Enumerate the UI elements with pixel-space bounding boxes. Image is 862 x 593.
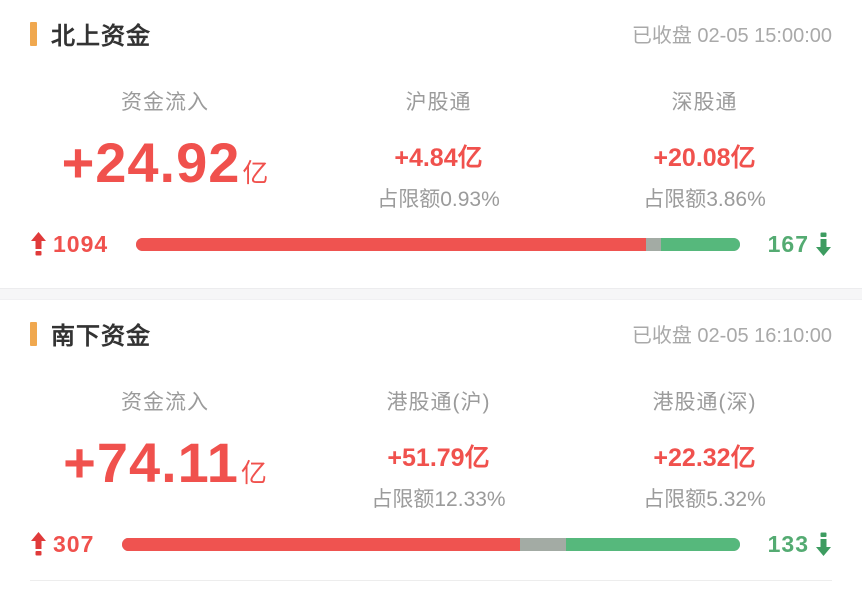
southbound-funds-card[interactable]: 南下资金 已收盘 02-05 16:10:00 资金流入 +74.11 亿 港股… <box>0 300 862 593</box>
advance-decline-bar <box>136 237 740 251</box>
bar-segment-up <box>122 537 520 551</box>
down-arrow-icon <box>815 232 832 256</box>
stats-row: 资金流入 +74.11 亿 港股通(沪) +51.79亿 占限额12.33% 港… <box>30 386 832 511</box>
channel-label: 港股通(深) <box>652 391 757 414</box>
section-header: 南下资金 已收盘 02-05 16:10:00 <box>30 300 832 350</box>
advance-decline-bar-row: 1094 167 <box>30 230 832 258</box>
sz-connect-column: 深股通 +20.08亿 占限额3.86% <box>577 86 832 211</box>
channel-value: +4.84亿 <box>394 144 483 172</box>
stats-row: 资金流入 +24.92 亿 沪股通 +4.84亿 占限额0.93% 深股通 +2… <box>30 86 832 211</box>
advancers-count: 307 <box>53 530 95 557</box>
accent-bar-icon <box>30 321 37 346</box>
accent-bar-icon <box>30 21 37 46</box>
net-inflow-label: 资金流入 <box>121 91 209 114</box>
section-header: 北上资金 已收盘 02-05 15:00:00 <box>30 0 832 50</box>
net-inflow-column: 资金流入 +74.11 亿 <box>30 386 300 504</box>
hk-sh-connect-column: 港股通(沪) +51.79亿 占限额12.33% <box>311 386 566 511</box>
net-inflow-column: 资金流入 +24.92 亿 <box>30 86 300 204</box>
channel-quota: 占限额0.93% <box>377 188 500 211</box>
net-inflow-value: +74.11 <box>63 431 239 494</box>
market-status: 已收盘 02-05 16:10:00 <box>631 325 832 347</box>
channel-value: +20.08亿 <box>653 144 756 172</box>
net-inflow-value: +24.92 <box>61 131 241 194</box>
net-inflow-unit: 亿 <box>240 458 267 488</box>
hk-sz-connect-column: 港股通(深) +22.32亿 占限额5.32% <box>577 386 832 511</box>
bar-segment-up <box>136 237 647 251</box>
channel-label: 深股通 <box>671 91 738 114</box>
up-arrow-icon <box>30 232 47 256</box>
channel-quota: 占限额12.33% <box>371 488 506 511</box>
decliners-count: 167 <box>767 230 809 257</box>
channel-quota: 占限额3.86% <box>643 188 766 211</box>
section-title: 南下资金 <box>51 323 151 350</box>
market-status: 已收盘 02-05 15:00:00 <box>631 25 832 47</box>
advancers-count: 1094 <box>53 230 109 257</box>
advance-decline-bar <box>122 537 740 551</box>
section-divider <box>0 288 862 300</box>
channel-quota: 占限额5.32% <box>643 488 766 511</box>
advance-decline-bar-row: 307 133 <box>30 530 832 558</box>
bar-segment-down <box>565 537 740 551</box>
channel-value: +22.32亿 <box>653 444 756 472</box>
net-inflow-unit: 亿 <box>242 158 269 188</box>
channel-label: 沪股通 <box>405 91 472 114</box>
decliners-count: 133 <box>767 530 809 557</box>
net-inflow-label: 资金流入 <box>121 391 209 414</box>
channel-label: 港股通(沪) <box>386 391 491 414</box>
northbound-funds-card[interactable]: 北上资金 已收盘 02-05 15:00:00 资金流入 +24.92 亿 沪股… <box>0 0 862 288</box>
channel-value: +51.79亿 <box>387 444 490 472</box>
bar-segment-flat <box>519 537 566 551</box>
bar-segment-down <box>660 237 740 251</box>
bar-segment-flat <box>646 237 661 251</box>
up-arrow-icon <box>30 532 47 556</box>
down-arrow-icon <box>815 532 832 556</box>
bottom-divider <box>30 580 832 581</box>
section-title: 北上资金 <box>51 23 151 50</box>
sh-connect-column: 沪股通 +4.84亿 占限额0.93% <box>311 86 566 211</box>
